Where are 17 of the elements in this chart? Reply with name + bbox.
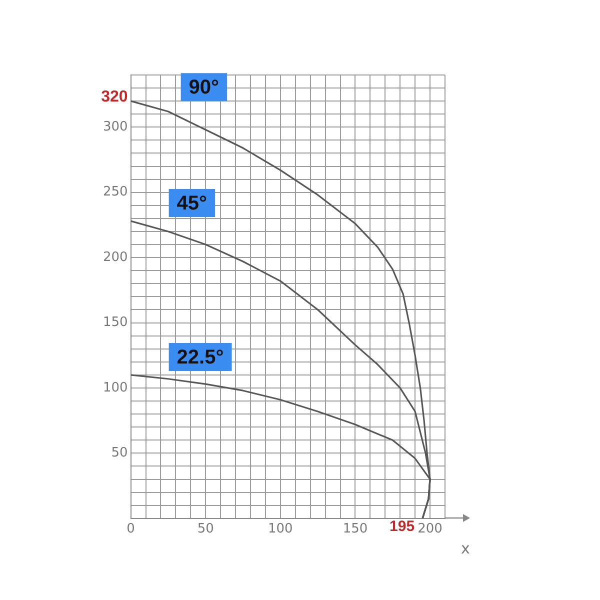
x-tick-label: 150 [342, 522, 368, 537]
y-tick-label: 250 [102, 184, 128, 200]
annotation: 320 [101, 88, 128, 106]
annotation: 195 [390, 518, 415, 536]
series-label: 22.5° [176, 346, 224, 368]
y-tick-label: 100 [102, 380, 128, 396]
y-tick-label: 50 [111, 446, 128, 461]
x-tick-label: 200 [418, 522, 442, 537]
y-tick-label: 200 [102, 250, 128, 265]
y-tick-label: 150 [102, 315, 128, 330]
series-label: 45° [176, 192, 208, 215]
x-tick-label: 50 [197, 522, 214, 537]
series-label: 90° [188, 76, 220, 99]
x-tick-label: 100 [268, 522, 293, 537]
y-tick-label: 300 [102, 120, 128, 135]
x-tick-label: 0 [126, 522, 135, 537]
x-axis-title: x [461, 539, 470, 558]
